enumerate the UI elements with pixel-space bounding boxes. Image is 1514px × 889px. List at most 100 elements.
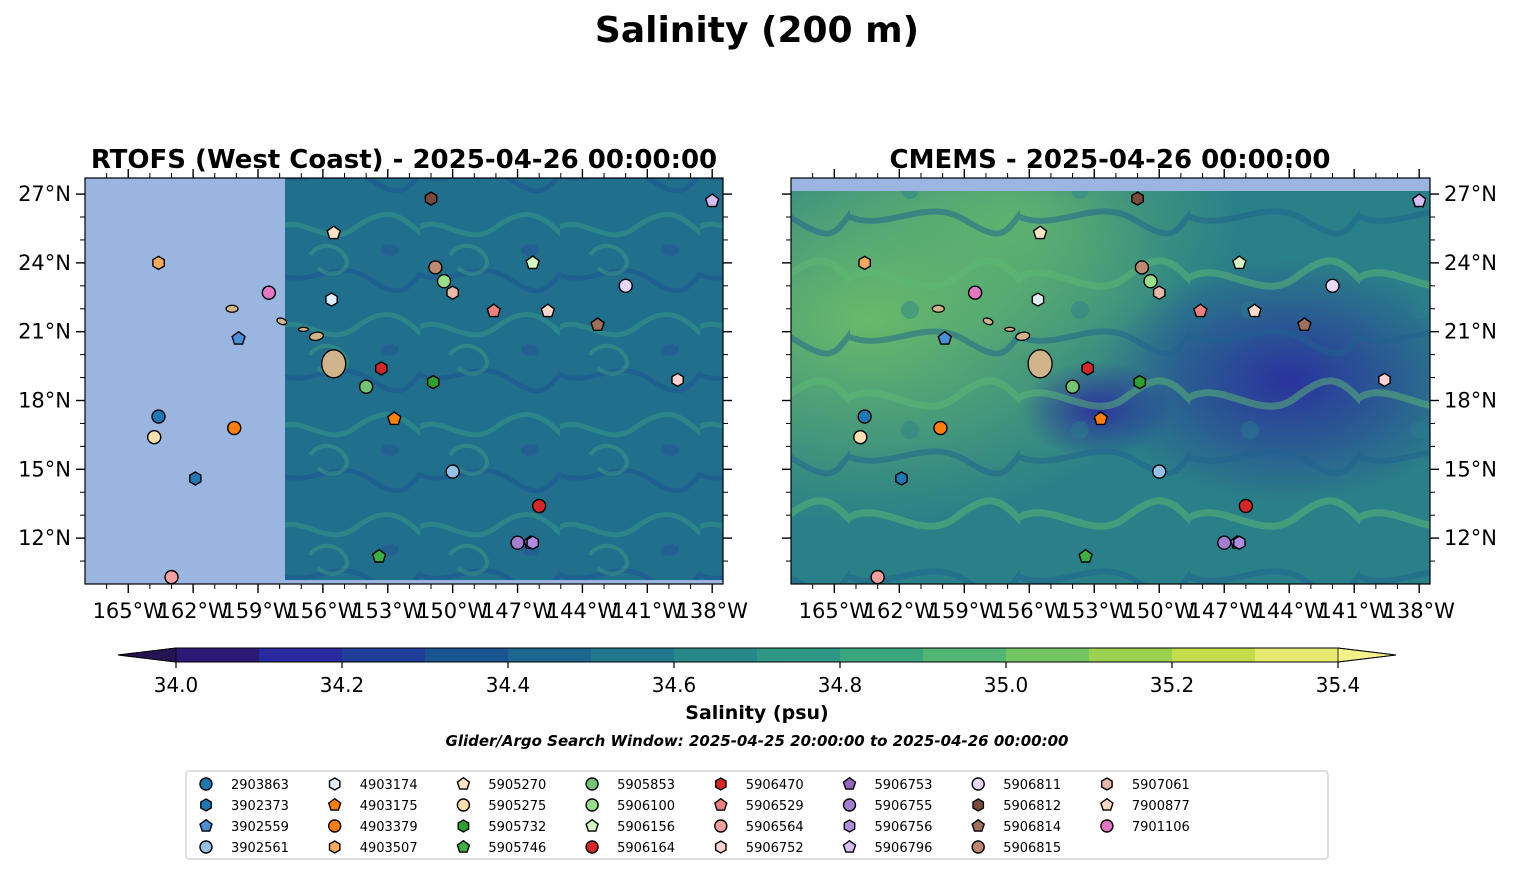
legend-item: 5906164 [585, 840, 675, 856]
legend-label: 5906752 [746, 841, 804, 856]
float-5906814 [590, 317, 605, 331]
x-tick-label: 138°W [677, 599, 749, 623]
float-5907061 [446, 285, 459, 301]
colorbar-cell [1006, 648, 1090, 662]
float-5906815 [1134, 260, 1150, 275]
float-4903379 [227, 420, 242, 436]
float-5906529 [486, 303, 502, 318]
x-tick-label: 150°W [417, 599, 489, 623]
legend-label: 5905732 [488, 820, 546, 835]
legend-item: 5906811 [971, 777, 1061, 793]
cmems-missing-band [791, 178, 1430, 191]
legend-label: 5906815 [1003, 841, 1061, 856]
y-tick-label: 18°N [18, 388, 71, 412]
colorbar-cell [1172, 648, 1256, 662]
legend-item: 5905270 [456, 776, 546, 793]
float-5906564 [164, 569, 179, 585]
legend-label: 5906470 [746, 778, 804, 793]
legend-item: 3902561 [199, 840, 289, 856]
float-5906100 [1143, 274, 1158, 289]
float-3902373 [188, 471, 202, 486]
x-tick-label: 162°W [157, 599, 229, 623]
cmems-map-frame [790, 177, 1431, 585]
legend-marker-5905746 [456, 839, 471, 853]
float-5906755 [1217, 535, 1232, 550]
float-5905732 [426, 374, 440, 390]
figure-title: Salinity (200 m) [595, 10, 919, 51]
rtofs-axis-ticks: 165°W162°W159°W156°W153°W150°W147°W144°W… [18, 169, 748, 623]
float-4903507 [152, 255, 165, 271]
legend-item: 5906814 [971, 818, 1061, 835]
legend-item: 5906156 [585, 818, 675, 835]
legend-marker-2903863 [199, 777, 213, 791]
legend-marker-5906814 [971, 818, 986, 832]
colorbar-tick-label: 34.8 [818, 673, 863, 697]
y-tick-label: 27°N [1444, 182, 1497, 206]
y-tick-label: 21°N [1444, 320, 1497, 344]
float-3902561 [445, 464, 460, 479]
x-tick-label: 165°W [93, 599, 165, 623]
y-tick-label: 12°N [1444, 526, 1497, 550]
float-5906796 [1411, 193, 1427, 208]
search-window-note: Glider/Argo Search Window: 2025-04-25 20… [446, 732, 1069, 750]
float-4903507 [858, 255, 871, 271]
colorbar-tick-label: 35.4 [1316, 673, 1361, 697]
float-5905853 [358, 379, 374, 394]
float-5905746 [1078, 548, 1093, 563]
colorbar-tick-label: 34.0 [154, 673, 199, 697]
rtofs-float-markers [147, 191, 720, 585]
colorbar-cell [757, 648, 841, 662]
colorbar-ticks: 34.0 34.2 34.4 34.6 34.8 35.0 35.2 35.4 [154, 662, 1361, 697]
colorbar-cell [342, 648, 426, 662]
legend-item: 5906796 [842, 839, 932, 856]
float-5905270 [326, 225, 342, 240]
colorbar-tick-label: 35.2 [1150, 673, 1195, 697]
float-3902559 [937, 330, 953, 345]
legend-label: 4903174 [360, 778, 418, 793]
legend-marker-5906156 [585, 818, 599, 832]
float-5906156 [525, 255, 541, 270]
legend-label: 5907061 [1132, 778, 1190, 793]
legend-label: 5906814 [1003, 820, 1061, 835]
float-5906814 [1297, 317, 1312, 331]
cmems-float-markers [853, 191, 1427, 585]
float-4903175 [386, 411, 402, 426]
cmems-panel-title: CMEMS - 2025-04-26 00:00:00 [890, 145, 1331, 175]
colorbar-cell [259, 648, 343, 662]
float-3902561 [1152, 464, 1167, 479]
float-5906755 [510, 535, 525, 550]
colorbar-tick-label: 35.0 [984, 673, 1029, 697]
legend-label: 5906529 [746, 799, 804, 814]
colorbar-cell [1255, 648, 1339, 662]
legend-label: 3902373 [231, 799, 289, 814]
float-5906811 [1325, 278, 1340, 294]
legend-item: 7901106 [1100, 819, 1190, 835]
legend-label: 5906100 [617, 799, 675, 814]
rtofs-bottom-missing-strip [285, 580, 723, 584]
float-5906756 [1233, 535, 1246, 551]
colorbar-cell [591, 648, 675, 662]
rtofs-map-panel: RTOFS (West Coast) - 2025-04-26 00:00:00… [18, 145, 748, 623]
legend-item: 3902373 [200, 798, 289, 814]
float-4903175 [1093, 411, 1109, 426]
island-shape [982, 317, 994, 326]
legend-item: 5907061 [1100, 777, 1190, 793]
legend-item: 2903863 [199, 777, 289, 793]
legend-marker-5905853 [585, 777, 599, 791]
colorbar-tick-label: 34.2 [320, 673, 365, 697]
legend-item: 5906812 [972, 798, 1061, 814]
float-3902559 [231, 330, 246, 345]
legend-marker-3902559 [199, 818, 213, 832]
colorbar-cell [508, 648, 592, 662]
x-tick-label: 165°W [799, 599, 871, 623]
float-5906164 [1238, 498, 1254, 514]
x-tick-label: 162°W [864, 599, 936, 623]
legend-label: 5906564 [746, 820, 804, 835]
island-shape [931, 304, 945, 313]
float-2903863 [857, 409, 872, 424]
island-shape [276, 317, 288, 326]
legend-label: 5905746 [488, 841, 546, 856]
legend-label: 5906753 [875, 778, 933, 793]
legend-label: 5905853 [617, 778, 675, 793]
